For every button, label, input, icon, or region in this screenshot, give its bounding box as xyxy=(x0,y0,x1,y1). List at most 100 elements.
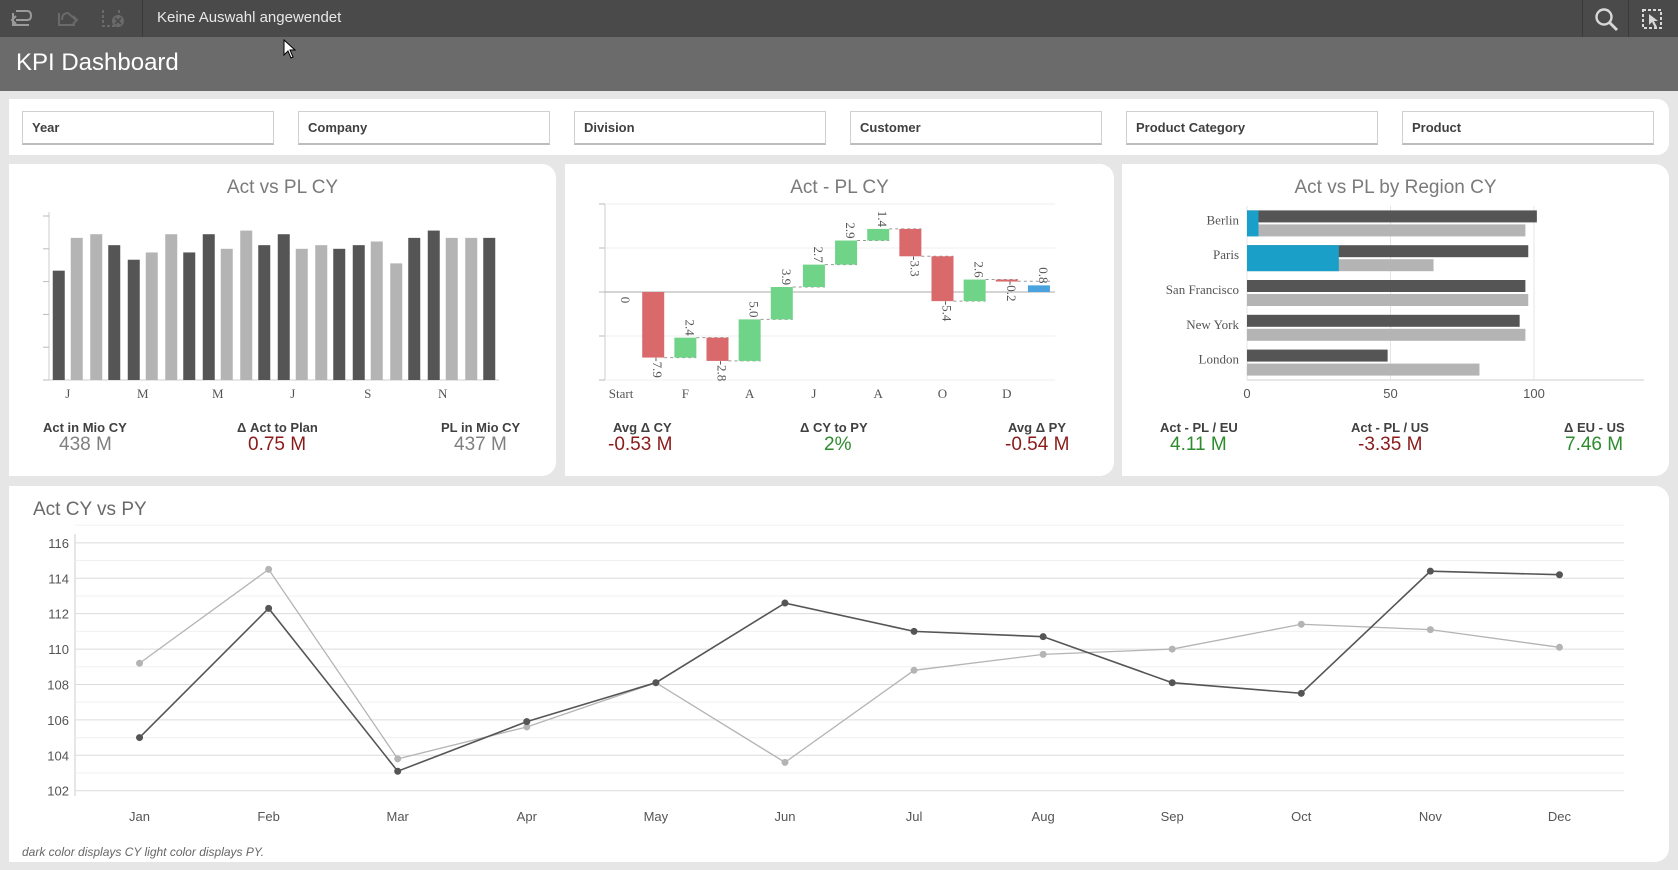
bar xyxy=(202,234,215,380)
y-tick-label: 102 xyxy=(47,784,69,799)
kpi-value: 7.46 M xyxy=(1565,434,1624,455)
filter-label: Company xyxy=(308,120,368,135)
bar xyxy=(52,270,65,380)
kpi-label: Δ Act to Plan xyxy=(237,420,318,435)
bar-plan xyxy=(1247,363,1480,376)
bar-plan xyxy=(1247,328,1526,341)
step-value-label: 2.9 xyxy=(843,222,858,238)
act-minus-pl-waterfall-chart[interactable]: 0 -7.9 2.4 -2.8 5.0 3.9 2.7 2.9 1.4 -3.3 -5.4 2.6 -0… xyxy=(565,164,1114,414)
point-cy xyxy=(394,767,402,775)
bar xyxy=(370,241,383,380)
step-value-label: 0 xyxy=(618,297,633,304)
filter-product-category[interactable]: Product Category xyxy=(1126,111,1378,145)
clear-selections-button[interactable] xyxy=(96,4,128,32)
point-py xyxy=(136,659,144,667)
bar xyxy=(445,237,458,380)
point-cy xyxy=(136,734,144,742)
point-cy xyxy=(1168,679,1176,687)
point-cy xyxy=(1426,567,1434,575)
step-value-label: -7.9 xyxy=(650,357,665,378)
filter-label: Product xyxy=(1412,120,1462,135)
filter-label: Product Category xyxy=(1136,120,1246,135)
kpi-value: 438 M xyxy=(59,434,112,455)
x-tick-label: O xyxy=(938,386,947,401)
y-tick-label: 114 xyxy=(48,571,69,586)
bar-plan xyxy=(1247,224,1526,237)
filter-customer[interactable]: Customer xyxy=(850,111,1102,145)
series-line-cy xyxy=(138,570,1560,773)
toolbar-divider xyxy=(1582,0,1583,37)
clear-icon xyxy=(102,10,124,27)
region-bar-chart[interactable]: 0 50 100 Berlin Paris San Francisco New York Lo… xyxy=(1122,164,1669,414)
redo-icon xyxy=(58,11,79,26)
filter-division[interactable]: Division xyxy=(574,111,826,145)
card-title: Act CY vs PY xyxy=(33,499,147,520)
bar xyxy=(90,234,103,380)
filter-product[interactable]: Product xyxy=(1402,111,1654,145)
kpi-label: Avg Δ PY xyxy=(1008,420,1066,435)
point-py xyxy=(1426,626,1434,634)
mouse-cursor-icon xyxy=(283,39,297,59)
step-value-label: -0.2 xyxy=(1004,281,1019,302)
x-tick-label: May xyxy=(644,809,669,824)
bar xyxy=(465,237,478,380)
x-tick-label: M xyxy=(212,386,224,401)
bar xyxy=(277,234,290,380)
toolbar-divider xyxy=(1628,0,1629,37)
waterfall-bar xyxy=(802,264,825,288)
point-py xyxy=(1297,620,1305,628)
bar xyxy=(258,245,271,380)
step-value-label: 5.0 xyxy=(747,301,762,317)
y-tick-label: 116 xyxy=(48,536,69,551)
forward-button[interactable] xyxy=(50,4,82,32)
card-act-minus-pl[interactable]: Act - PL CY 0 -7.9 2.4 -2.8 5.0 3.9 2.7 2.9 1.4 -… xyxy=(565,164,1114,476)
kpi-label: Δ CY to PY xyxy=(800,420,868,435)
waterfall-bar xyxy=(642,292,665,358)
x-tick-label: M xyxy=(137,386,149,401)
bar-plan xyxy=(1247,294,1529,306)
step-value-label: 0.8 xyxy=(1036,267,1051,283)
point-cy xyxy=(910,627,918,635)
card-act-cy-vs-py[interactable]: Act CY vs PY 102 104 106 108 110 112 114 116 Jan… xyxy=(9,486,1669,862)
step-value-label: -3.3 xyxy=(907,256,922,277)
step-value-label: 2.7 xyxy=(811,246,826,263)
toolbar-divider xyxy=(142,0,143,37)
search-button[interactable] xyxy=(1590,4,1622,32)
x-tick-label: Jun xyxy=(774,809,795,824)
x-tick-label: F xyxy=(682,386,689,401)
app-header: KPI Dashboard xyxy=(0,37,1678,91)
region-label: New York xyxy=(1186,317,1239,332)
card-title: Act vs PL by Region CY xyxy=(1294,177,1497,198)
back-button[interactable] xyxy=(4,4,36,32)
step-value-label: 3.9 xyxy=(779,269,794,285)
point-cy xyxy=(1297,689,1305,697)
waterfall-bar xyxy=(770,287,793,320)
act-cy-vs-py-line-chart[interactable]: 102 104 106 108 110 112 114 116 Jan Feb Mar Apr May J… xyxy=(9,486,1669,836)
series-line-py xyxy=(139,568,1560,764)
bar xyxy=(352,245,365,380)
kpi-label: Act - PL / EU xyxy=(1160,420,1238,435)
point-py xyxy=(523,723,531,731)
bar xyxy=(183,252,196,380)
point-cy xyxy=(652,679,660,687)
point-py xyxy=(265,565,273,573)
waterfall-bar xyxy=(963,279,986,302)
selection-tool-icon xyxy=(1642,9,1662,29)
selections-tool-button[interactable] xyxy=(1636,4,1668,32)
card-title: Act vs PL CY xyxy=(226,177,339,198)
point-cy xyxy=(265,604,273,612)
waterfall-bar xyxy=(867,228,890,241)
x-tick-label: Start xyxy=(609,386,634,401)
kpi-value: -0.53 M xyxy=(608,434,673,455)
bar-highlight xyxy=(1247,210,1259,237)
filter-year[interactable]: Year xyxy=(22,111,274,145)
x-tick-label: Aug xyxy=(1032,809,1055,824)
filter-company[interactable]: Company xyxy=(298,111,550,145)
bar-actual xyxy=(1247,210,1537,223)
point-cy xyxy=(781,599,789,607)
x-tick-label: J xyxy=(290,386,295,401)
card-region[interactable]: Act vs PL by Region CY 0 50 100 Berlin Paris… xyxy=(1122,164,1669,476)
waterfall-bar xyxy=(899,228,922,257)
